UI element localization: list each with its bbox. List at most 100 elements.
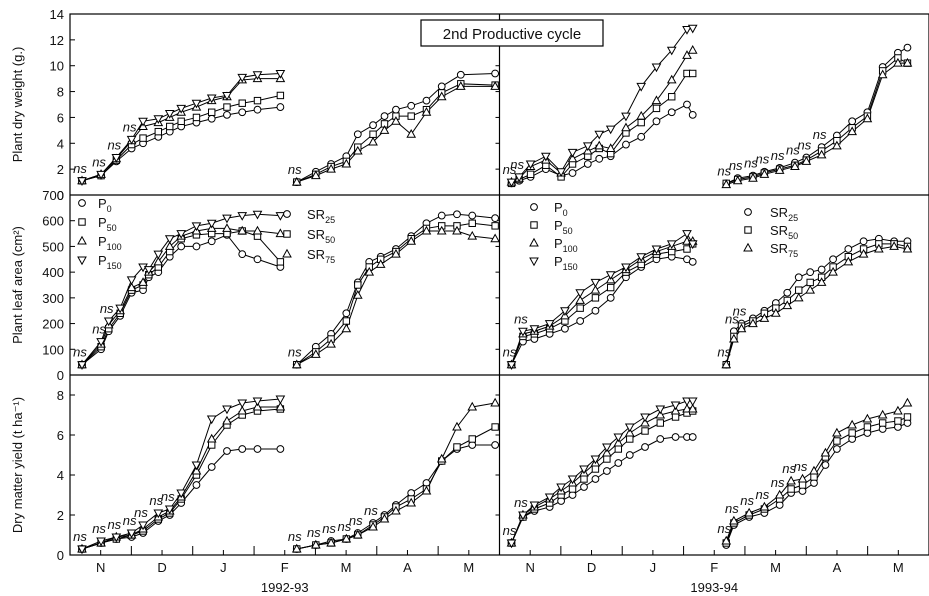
data-point-P150 (556, 168, 566, 177)
data-point-P150 (176, 489, 187, 499)
legend-label: SR25 (770, 205, 798, 223)
data-point-P150 (275, 212, 286, 221)
data-point-P50 (606, 283, 615, 292)
y-tick-label: 500 (42, 239, 64, 254)
legend-marker (78, 199, 86, 207)
data-point-P0 (583, 160, 592, 168)
data-point-P0 (683, 100, 691, 109)
data-point-P50 (208, 108, 216, 116)
data-point-SR50 (810, 473, 818, 481)
data-point-P100 (126, 282, 137, 292)
ns-annotation: ns (73, 161, 87, 176)
data-point-P0 (177, 242, 186, 251)
data-point-P150 (636, 253, 647, 262)
data-point-P0 (652, 117, 661, 126)
data-point-SR75 (759, 501, 770, 511)
x-tick-label: A (833, 560, 842, 575)
data-point-SR75 (291, 359, 302, 369)
x-tick-label: J (650, 560, 657, 575)
data-point-P150 (153, 509, 164, 519)
data-point-SR75 (436, 91, 447, 101)
data-point-SR75 (326, 338, 336, 348)
data-point-SR75 (729, 333, 739, 343)
data-point-SR75 (862, 413, 873, 423)
data-point-P150 (237, 73, 248, 83)
data-point-P0 (238, 445, 247, 453)
data-point-P0 (688, 257, 697, 266)
data-point-SR50 (848, 429, 856, 437)
data-point-SR25 (491, 214, 500, 223)
data-point-SR75 (877, 69, 888, 79)
data-point-P0 (637, 132, 646, 141)
data-point-P100 (655, 409, 666, 419)
data-point-P50 (526, 170, 535, 179)
legend-marker (530, 221, 538, 229)
data-point-SR75 (455, 81, 466, 90)
series-line-P0 (511, 103, 694, 184)
ns-annotation: ns (322, 521, 336, 536)
x-year-label: 1993-94 (690, 580, 738, 595)
data-point-P150 (640, 413, 650, 423)
data-point-P0 (656, 435, 665, 443)
data-point-P150 (206, 94, 217, 104)
series-line-SR75 (725, 245, 908, 365)
legend-label: SR50 (770, 223, 798, 241)
data-point-SR75 (805, 284, 816, 294)
panel-la_P_9394: ns ns (503, 230, 698, 370)
chart-title: 2nd Productive cycle (420, 19, 604, 47)
data-point-SR75 (490, 397, 500, 407)
data-point-SR25 (848, 117, 857, 126)
data-point-P0 (688, 433, 697, 441)
data-point-P150 (96, 537, 106, 547)
data-point-P100 (575, 295, 586, 304)
data-point-P0 (192, 242, 201, 251)
ns-annotation: ns (107, 138, 121, 153)
ns-annotation: ns (786, 143, 800, 158)
data-point-SR75 (406, 497, 417, 507)
data-point-P150 (636, 82, 647, 92)
data-point-P50 (276, 258, 285, 266)
ns-annotation: ns (797, 138, 811, 153)
series-line-P100 (511, 240, 693, 365)
legend-label: SR50 (307, 227, 335, 245)
legend-label: P50 (554, 218, 573, 236)
data-point-P150 (525, 160, 536, 170)
data-point-SR75 (893, 57, 903, 67)
data-point-P150 (222, 405, 232, 415)
data-point-P0 (568, 169, 577, 177)
ns-annotation: ns (813, 127, 827, 142)
data-point-SR75 (774, 165, 785, 174)
panel-dw_SR_9293: ns (288, 69, 500, 186)
data-point-P100 (237, 225, 248, 235)
legend-entry-SR25: SR25 (283, 207, 335, 225)
y-tick-label: 2 (57, 162, 64, 177)
data-point-SR25 (437, 211, 446, 220)
data-point-P150 (590, 455, 601, 465)
data-point-P150 (506, 361, 517, 370)
data-point-P100 (651, 95, 662, 105)
ns-annotation: ns (725, 311, 739, 326)
x-tick-label: J (220, 560, 227, 575)
ns-annotation: ns (756, 487, 770, 502)
data-point-SR50 (354, 281, 362, 289)
data-point-SR75 (341, 533, 352, 543)
data-point-P0 (207, 237, 216, 246)
data-point-P150 (529, 501, 540, 511)
y-tick-label: 600 (42, 214, 64, 229)
x-tick-label: M (341, 560, 352, 575)
data-point-SR75 (421, 107, 432, 116)
data-point-SR75 (770, 308, 781, 317)
data-point-SR75 (310, 170, 321, 180)
data-point-P50 (238, 99, 246, 107)
ns-annotation: ns (503, 345, 517, 360)
data-point-P50 (276, 91, 285, 100)
y-tick-label: 0 (57, 188, 64, 203)
data-point-P150 (77, 545, 87, 555)
data-point-SR25 (832, 445, 841, 453)
data-point-SR25 (806, 268, 815, 277)
data-point-SR75 (877, 409, 888, 419)
ns-annotation: ns (123, 513, 137, 528)
data-point-SR75 (391, 116, 401, 125)
